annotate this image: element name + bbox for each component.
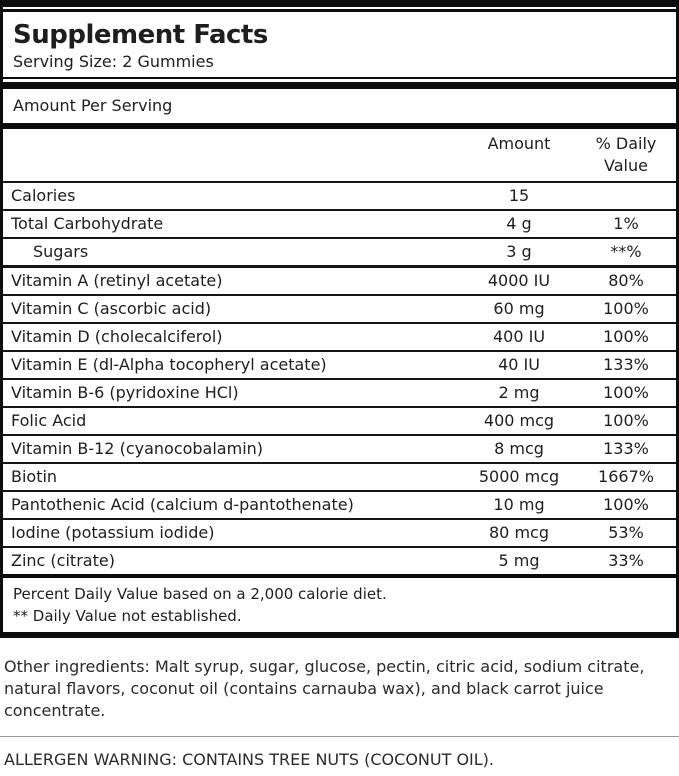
- nutrient-daily-value: 53%: [608, 523, 644, 542]
- nutrient-row: Zinc (citrate) 5 mg 33%: [3, 548, 676, 574]
- nutrient-name: Total Carbohydrate: [11, 214, 164, 233]
- nutrient-amount: 40 IU: [498, 355, 540, 374]
- nutrient-row: Vitamin E (dl-Alpha tocopheryl acetate) …: [3, 352, 676, 380]
- nutrient-row: Vitamin D (cholecalciferol) 400 IU 100%: [3, 324, 676, 352]
- nutrient-daily-value: 100%: [603, 411, 649, 430]
- nutrient-row: Vitamin C (ascorbic acid) 60 mg 100%: [3, 296, 676, 324]
- nutrient-daily-value: 133%: [603, 439, 649, 458]
- nutrient-amount: 60 mg: [493, 299, 545, 318]
- nutrient-amount: 10 mg: [493, 495, 545, 514]
- nutrient-daily-value: 100%: [603, 299, 649, 318]
- nutrient-name: Vitamin B-6 (pyridoxine HCl): [11, 383, 239, 402]
- footnote-daily-value: Percent Daily Value based on a 2,000 cal…: [13, 585, 387, 603]
- nutrient-amount: 15: [508, 186, 530, 205]
- nutrient-amount: 3 g: [506, 242, 532, 261]
- nutrient-daily-value: 1%: [613, 214, 639, 233]
- nutrient-daily-value: 100%: [603, 495, 649, 514]
- title-bottom-rule: [3, 77, 676, 79]
- nutrient-row: Biotin 5000 mcg 1667%: [3, 464, 676, 492]
- nutrient-row: Calories 15: [3, 183, 676, 211]
- supplement-facts-label: Supplement Facts Serving Size: 2 Gummies…: [0, 0, 679, 638]
- nutrient-row: Folic Acid 400 mcg 100%: [3, 408, 676, 436]
- nutrient-amount: 2 mg: [498, 383, 540, 402]
- nutrient-row: Sugars 3 g **%: [3, 239, 676, 267]
- nutrient-daily-value: 100%: [603, 327, 649, 346]
- nutrient-row: Iodine (potassium iodide) 80 mcg 53%: [3, 520, 676, 548]
- nutrient-amount: 4000 IU: [487, 271, 551, 290]
- thick-divider: [3, 82, 676, 89]
- nutrient-amount: 5 mg: [498, 551, 540, 570]
- nutrient-daily-value: **%: [610, 242, 642, 261]
- nutrient-amount: 8 mcg: [494, 439, 544, 458]
- nutrient-name: Vitamin C (ascorbic acid): [11, 299, 212, 318]
- section-divider-line: [0, 736, 679, 737]
- allergen-warning-text: ALLERGEN WARNING: CONTAINS TREE NUTS (CO…: [4, 750, 494, 769]
- nutrient-daily-value: 33%: [608, 551, 644, 570]
- column-header-daily-value: % Daily Value: [595, 134, 657, 175]
- nutrient-amount: 4 g: [506, 214, 532, 233]
- nutrient-table: Amount % Daily Value Calories 15 Total C…: [3, 129, 676, 574]
- nutrient-row: Vitamin B-12 (cyanocobalamin) 8 mcg 133%: [3, 436, 676, 464]
- nutrient-name: Iodine (potassium iodide): [11, 523, 215, 542]
- nutrient-daily-value: 133%: [603, 355, 649, 374]
- nutrient-amount: 400 IU: [492, 327, 546, 346]
- nutrient-daily-value: 100%: [603, 383, 649, 402]
- title-section: Supplement Facts Serving Size: 2 Gummies: [3, 12, 676, 77]
- nutrient-name: Zinc (citrate): [11, 551, 115, 570]
- nutrient-row: Vitamin B-6 (pyridoxine HCl) 2 mg 100%: [3, 380, 676, 408]
- label-title: Supplement Facts: [13, 20, 268, 50]
- nutrient-name: Biotin: [11, 467, 58, 486]
- spacer: [3, 7, 676, 9]
- nutrient-table-header: Amount % Daily Value: [3, 129, 676, 183]
- nutrient-name: Pantothenic Acid (calcium d-pantothenate…: [11, 495, 354, 514]
- nutrient-amount: 5000 mcg: [478, 467, 560, 486]
- top-bar-divider: [3, 0, 676, 7]
- other-ingredients-text: Other ingredients: Malt syrup, sugar, gl…: [4, 657, 645, 720]
- column-header-amount: Amount: [487, 134, 551, 153]
- nutrient-row: Pantothenic Acid (calcium d-pantothenate…: [3, 492, 676, 520]
- nutrient-name: Sugars: [33, 242, 89, 261]
- nutrient-name: Folic Acid: [11, 411, 87, 430]
- footnote-not-established: ** Daily Value not established.: [13, 607, 242, 625]
- nutrient-table-body: Calories 15 Total Carbohydrate 4 g 1% Su…: [3, 183, 676, 574]
- nutrient-row: Total Carbohydrate 4 g 1%: [3, 211, 676, 239]
- amount-per-serving-header: Amount Per Serving: [13, 96, 173, 115]
- nutrient-amount: 80 mcg: [489, 523, 549, 542]
- serving-size-text: Serving Size: 2 Gummies: [13, 52, 214, 71]
- title-top-rule: [3, 9, 676, 12]
- footnotes-section: Percent Daily Value based on a 2,000 cal…: [3, 578, 676, 632]
- nutrient-row: Vitamin A (retinyl acetate) 4000 IU 80%: [3, 267, 676, 296]
- thick-divider: [3, 574, 676, 578]
- nutrient-daily-value: 1667%: [598, 467, 654, 486]
- nutrient-name: Vitamin D (cholecalciferol): [11, 327, 223, 346]
- nutrient-amount: 400 mcg: [483, 411, 555, 430]
- nutrient-name: Vitamin A (retinyl acetate): [11, 271, 223, 290]
- nutrient-name: Calories: [11, 186, 76, 205]
- thick-divider: [3, 123, 676, 129]
- nutrient-name: Vitamin B-12 (cyanocobalamin): [11, 439, 264, 458]
- nutrient-name: Vitamin E (dl-Alpha tocopheryl acetate): [11, 355, 327, 374]
- spacer: [3, 79, 676, 82]
- nutrient-daily-value: 80%: [608, 271, 644, 290]
